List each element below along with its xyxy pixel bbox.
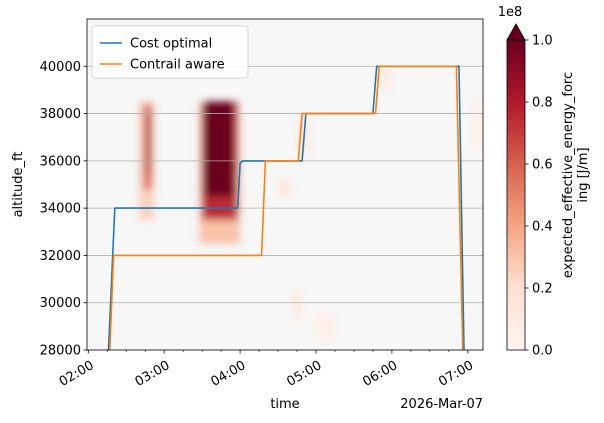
colorbar-extend-max	[506, 23, 526, 41]
heat-cell-10	[379, 66, 392, 90]
x-tick-label-07:00: 07:00	[436, 358, 476, 390]
colorbar-tick-label-0.4: 0.4	[532, 220, 553, 235]
y-tick-label-38000: 38000	[40, 107, 81, 122]
x-axis: 02:00 03:00 04:00 05:00 06:00 07:00	[57, 350, 476, 390]
heat-cell-6	[278, 179, 291, 197]
x-tick-label-06:00: 06:00	[360, 358, 400, 390]
x-tick-label-05:00: 05:00	[284, 358, 324, 390]
y-axis: 28000 30000 32000 34000 36000 38000 40000	[40, 60, 87, 359]
colorbar: 0.0 0.2 0.4 0.6 0.8 1.0 1e8 expected_effectiv…	[498, 5, 591, 359]
colorbar-tick-label-0.8: 0.8	[532, 96, 553, 111]
colorbar-gradient	[506, 39, 526, 351]
x-axis-label: time	[270, 397, 299, 412]
x-tick-label-02:00: 02:00	[57, 358, 97, 390]
plot-frame	[86, 18, 484, 351]
colorbar-tick-label-0.0: 0.0	[532, 344, 553, 359]
colorbar-tick-label-1.0: 1.0	[532, 34, 553, 49]
y-tick-label-36000: 36000	[40, 154, 81, 169]
colorbar-exponent-label: 1e8	[498, 5, 523, 20]
series-lines	[107, 65, 465, 350]
date-label: 2026-Mar-07	[400, 397, 483, 412]
y-tick-label-32000: 32000	[40, 249, 81, 264]
colorbar-ticks: 0.0 0.2 0.4 0.6 0.8 1.0	[525, 34, 553, 359]
legend-label-0: Cost optimal	[130, 37, 212, 52]
y-tick-label-28000: 28000	[40, 344, 81, 359]
legend: Cost optimal Contrail aware	[91, 25, 249, 79]
y-tick-label-40000: 40000	[40, 60, 81, 75]
y-axis-label: altitude_ft	[11, 152, 26, 218]
legend-label-1: Contrail aware	[130, 58, 225, 73]
series-line-1	[109, 65, 464, 350]
x-tick-label-03:00: 03:00	[133, 358, 173, 390]
colorbar-label-line-1: expected_effective_energy_forc	[561, 72, 576, 278]
heat-cell-8	[293, 290, 301, 320]
colorbar-tick-label-0.2: 0.2	[532, 282, 553, 297]
colorbar-label-line-2: ing [J/m]	[576, 147, 591, 202]
heat-cell-9	[315, 314, 335, 339]
colorbar-tick-label-0.6: 0.6	[532, 158, 553, 173]
y-tick-label-34000: 34000	[40, 202, 81, 217]
x-tick-label-04:00: 04:00	[209, 358, 249, 390]
heat-cell-5	[203, 101, 234, 197]
legend-box	[91, 25, 249, 79]
heat-cell-11	[474, 101, 483, 150]
heat-cell-2	[146, 113, 151, 173]
y-tick-label-30000: 30000	[40, 296, 81, 311]
heatmap-layer	[138, 66, 483, 339]
